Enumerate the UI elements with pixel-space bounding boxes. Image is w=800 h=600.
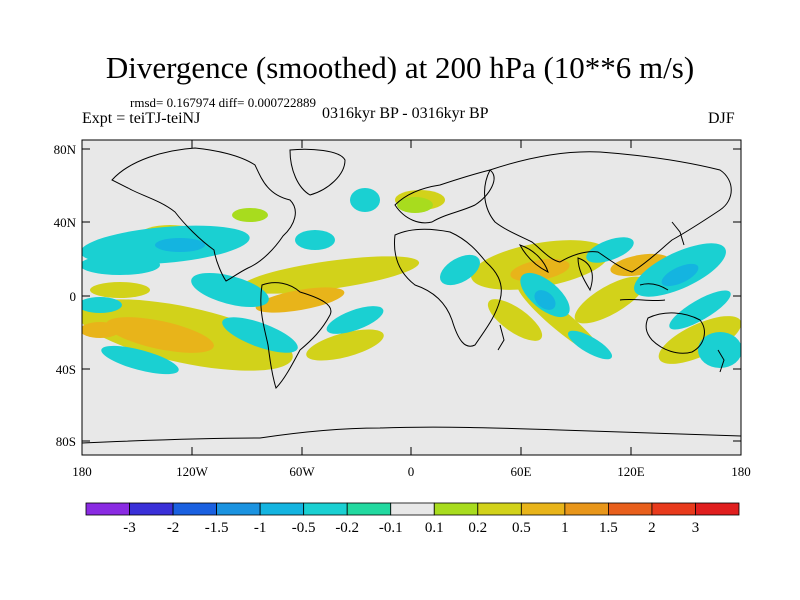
divergence-field xyxy=(82,188,741,375)
colorbar-box xyxy=(172,502,217,516)
lon-label: 180 xyxy=(72,464,92,479)
colorbar-label: -1.5 xyxy=(205,520,229,536)
colorbar-label: -1 xyxy=(254,520,267,536)
colorbar-box xyxy=(608,502,653,516)
lon-label: 120E xyxy=(617,464,645,479)
season-label: DJF xyxy=(708,110,735,127)
colorbar-box xyxy=(303,502,348,516)
stats-label: rmsd= 0.167974 diff= 0.000722889 xyxy=(130,95,316,110)
lat-label: 80S xyxy=(56,434,76,449)
tick-marks xyxy=(82,140,741,455)
colorbar-box xyxy=(85,502,130,516)
colorbar-box xyxy=(564,502,609,516)
colorbar-labels: -3 -2 -1.5 -1 -0.5 -0.2 -0.1 0.1 0.2 0.5 1 1.5 2 3 xyxy=(123,520,699,536)
lon-label: 180 xyxy=(731,464,751,479)
colorbar-label: -0.2 xyxy=(335,520,359,536)
plot-title: Divergence (smoothed) at 200 hPa (10**6 … xyxy=(105,50,695,85)
lat-label: 40S xyxy=(56,362,76,377)
lat-label: 40N xyxy=(54,215,77,230)
lon-label: 0 xyxy=(408,464,415,479)
colorbar-label: -0.5 xyxy=(292,520,316,536)
colorbar-box xyxy=(695,502,740,516)
colorbar-box xyxy=(259,502,305,516)
colorbar-label: 0.5 xyxy=(512,520,531,536)
colorbar-label: 2 xyxy=(648,520,656,536)
lon-label: 60E xyxy=(511,464,532,479)
colorbar-label: 1 xyxy=(561,520,569,536)
colorbar-label: -3 xyxy=(123,520,136,536)
colorbar-label: 1.5 xyxy=(599,520,618,536)
colorbar-box xyxy=(390,502,435,516)
colorbar-box xyxy=(477,502,522,516)
lon-label: 120W xyxy=(176,464,209,479)
colorbar-label: -0.1 xyxy=(379,520,403,536)
period-label: 0316kyr BP - 0316kyr BP xyxy=(322,105,489,122)
colorbar-box xyxy=(651,502,696,516)
colorbar-box xyxy=(433,502,479,516)
colorbar-box xyxy=(520,502,566,516)
experiment-label: Expt = teiTJ-teiNJ xyxy=(82,110,201,127)
colorbar-box xyxy=(129,502,174,516)
colorbar-label: 0.1 xyxy=(425,520,444,536)
colorbar-boxes xyxy=(85,502,740,516)
colorbar-box xyxy=(216,502,261,516)
colorbar-label: -2 xyxy=(167,520,180,536)
lat-label: 80N xyxy=(54,142,77,157)
negative-field-strong xyxy=(155,238,699,310)
lat-label: 0 xyxy=(70,289,77,304)
lon-label: 60W xyxy=(289,464,315,479)
weak-positive-field xyxy=(232,197,433,222)
colorbar-label: 3 xyxy=(692,520,700,536)
colorbar-box xyxy=(346,502,392,516)
coastlines xyxy=(82,147,741,444)
colorbar-label: 0.2 xyxy=(468,520,487,536)
